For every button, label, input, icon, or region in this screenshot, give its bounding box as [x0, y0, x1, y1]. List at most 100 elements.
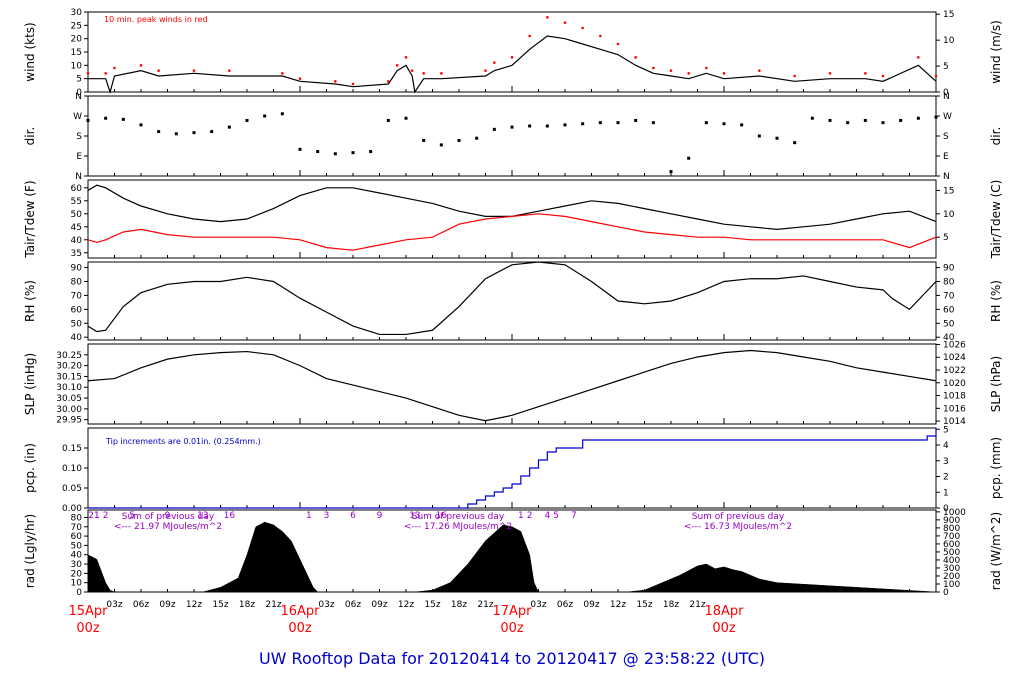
temp-ytick-label: 50 [71, 210, 83, 220]
rad-ytick-right-label: 400 [943, 556, 960, 566]
pcp-line [88, 428, 937, 509]
x-tick-label: 06z [133, 600, 149, 610]
rh-ytick-label: 40 [71, 333, 83, 343]
rad-hour-mark: 9 [165, 511, 171, 521]
peak-wind-point [410, 69, 414, 72]
rh-line [87, 261, 937, 336]
rh-ytick-label: 80 [71, 278, 83, 288]
dir-point [581, 122, 585, 126]
x-tick-label: 12z [186, 600, 202, 610]
rad-note-line1: Sum of previous day [692, 512, 785, 522]
pcp-ytick-right-label: 4 [943, 441, 949, 451]
rad-hour-mark: 9 [377, 511, 383, 521]
x-tick-label: 21z [265, 600, 281, 610]
pcp-ytick-right-label: 3 [943, 457, 949, 467]
rad-note-line1: Sum of previous day [412, 512, 505, 522]
dir-ytick-label: N [75, 172, 82, 182]
dir-point [121, 117, 125, 121]
temp-ytick-label: 40 [71, 236, 83, 246]
slp-ylabel-right: SLP (hPa) [989, 356, 1003, 412]
peak-wind-point [104, 72, 107, 75]
x-tick-label: 09z [371, 600, 387, 610]
rad-ytick-label: 20 [71, 569, 83, 579]
rad-hour-mark: 1 [306, 511, 312, 521]
x-tick-label: 18z [663, 600, 679, 610]
pcp-ylabel-right: pcp. (mm) [989, 437, 1003, 499]
rad-hour-mark: 5 [129, 511, 135, 521]
x-tick-label: 06z [557, 600, 573, 610]
slp-ylabel: SLP (inHg) [23, 353, 37, 415]
tdew-line [87, 213, 937, 251]
slp-ytick-label: 29.95 [56, 416, 82, 426]
rad-hour-mark: 1 [518, 511, 524, 521]
dir-ytick-right-label: W [943, 112, 952, 122]
dir-point [687, 156, 691, 160]
x-tick-label: 12z [610, 600, 626, 610]
wind-ytick-label: 10 [71, 61, 83, 71]
peak-wind-point [404, 56, 408, 59]
wind-ylabel-right: wind (m/s) [989, 20, 1003, 84]
peak-wind-point [881, 74, 885, 78]
rh-ylabel: RH (%) [23, 280, 37, 322]
peak-wind-point [616, 42, 620, 46]
peak-wind-point [139, 64, 143, 67]
x-tick-label: 03z [318, 600, 334, 610]
peak-wind-point [687, 72, 690, 75]
dir-ytick-right-label: S [943, 132, 949, 142]
dir-point [810, 116, 814, 120]
peak-wind-point [634, 56, 637, 59]
rad-note-line2: <--- 16.73 MJoules/m^2 [684, 522, 792, 532]
wind-annotation: 10 min. peak winds in red [104, 15, 208, 24]
rh-ytick-right-label: 60 [943, 305, 955, 315]
dir-point [740, 123, 744, 127]
day-label-date: 18Apr [704, 604, 744, 619]
peak-wind-point [510, 56, 514, 59]
dir-ytick-right-label: N [943, 172, 950, 182]
temp-ytick-right-label: 5 [943, 233, 949, 243]
rad-hour-mark: 1 [94, 511, 100, 521]
dir-point [916, 116, 920, 120]
dir-point [881, 121, 885, 125]
dir-ytick-label: E [76, 152, 82, 162]
dir-point [704, 121, 708, 125]
rad-hour-mark: 13 [409, 511, 420, 521]
rh-ytick-label: 50 [71, 319, 83, 329]
temp-ytick-label: 55 [71, 197, 82, 207]
rad-hour-mark: 16 [436, 511, 448, 521]
peak-wind-point [395, 64, 399, 67]
rad-note-line2: <--- 21.97 MJoules/m^2 [114, 522, 222, 532]
dir-point [245, 118, 249, 122]
dir-point [616, 121, 620, 125]
x-tick-label: 09z [159, 600, 175, 610]
peak-wind-point [113, 66, 116, 70]
rh-ylabel-right: RH (%) [989, 280, 1003, 322]
rad-note-line2: <--- 17.26 MJoules/m^2 [404, 522, 512, 532]
wind-ytick-label: 15 [71, 48, 82, 58]
rh-ytick-label: 60 [71, 305, 83, 315]
rad-ytick-label: 30 [71, 560, 83, 570]
rad-hour-mark: 21 [88, 511, 99, 521]
pcp-ytick-right-label: 0 [943, 504, 949, 514]
temp-frame [87, 179, 937, 259]
wind-ytick-right-label: 10 [943, 36, 955, 46]
x-tick-label: 15z [636, 600, 652, 610]
temp-ytick-label: 35 [71, 249, 82, 259]
peak-wind-point [793, 74, 796, 78]
rh-ytick-label: 70 [71, 291, 83, 301]
dir-point [139, 123, 143, 127]
peak-wind-point [281, 72, 284, 75]
dir-point [510, 125, 514, 129]
dir-frame [87, 95, 937, 177]
peak-wind-point [528, 34, 531, 38]
day-label-time: 00z [712, 621, 736, 636]
rad-ytick-right-label: 1000 [943, 508, 966, 518]
rad-ytick-label: 40 [71, 551, 83, 561]
wind-ytick-label: 25 [71, 21, 82, 31]
tair-line [87, 184, 937, 231]
dir-point [439, 143, 443, 147]
rad-hour-mark: 13 [197, 511, 208, 521]
x-tick-label: 12z [398, 600, 414, 610]
dir-point [563, 123, 567, 127]
rad-ylabel: rad (Lgly/hr) [23, 514, 37, 588]
rad-hour-mark: 6 [350, 511, 356, 521]
